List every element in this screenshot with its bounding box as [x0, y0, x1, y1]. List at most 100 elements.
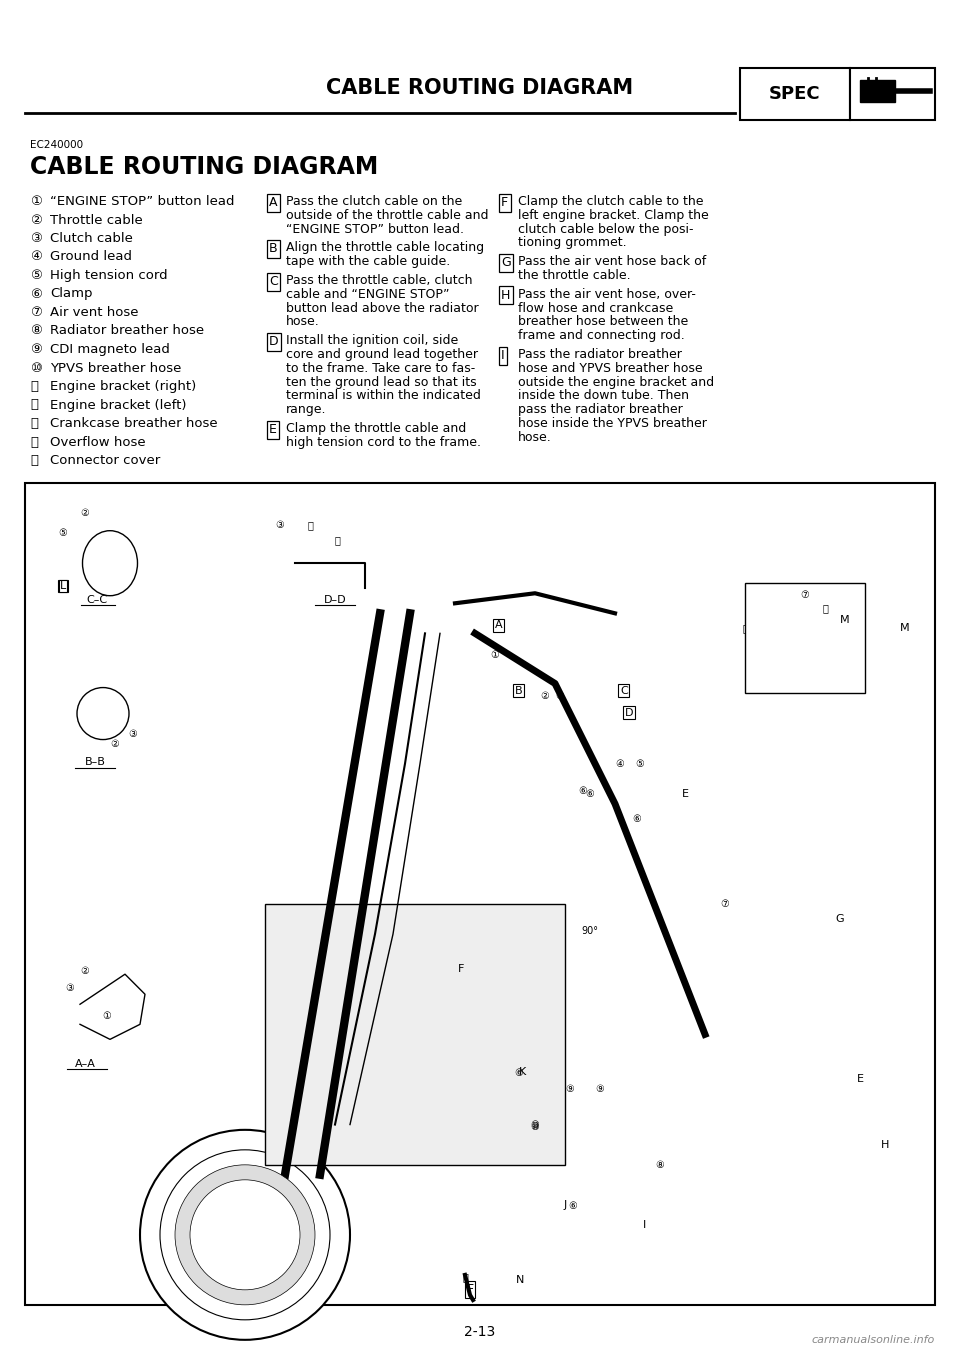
Bar [860, 80, 895, 102]
Text: A: A [495, 621, 503, 630]
Bar [265, 904, 565, 1165]
Text: B: B [515, 686, 522, 695]
Text: Clamp the clutch cable to the: Clamp the clutch cable to the [518, 196, 704, 208]
Text: I: I [501, 349, 505, 363]
Text: ⑭: ⑭ [30, 436, 38, 448]
Text: frame and connecting rod.: frame and connecting rod. [518, 329, 684, 342]
Text: D: D [625, 708, 634, 717]
Text: ⑩: ⑩ [30, 361, 42, 375]
Text: inside the down tube. Then: inside the down tube. Then [518, 390, 689, 402]
Text: K: K [519, 1067, 527, 1077]
Text: ⑥: ⑥ [579, 786, 588, 796]
Bar [850, 68, 935, 120]
Text: ⑭: ⑭ [822, 603, 828, 614]
Ellipse shape [83, 531, 137, 596]
Text: Engine bracket (right): Engine bracket (right) [50, 380, 196, 392]
Text: flow hose and crankcase: flow hose and crankcase [518, 301, 673, 315]
Text: “ENGINE STOP” button lead: “ENGINE STOP” button lead [50, 196, 234, 208]
Text: ⑩: ⑩ [531, 1122, 540, 1131]
Text: C: C [620, 686, 628, 695]
Text: ③: ③ [65, 983, 74, 993]
Text: A–A: A–A [75, 1059, 95, 1069]
Text: hose.: hose. [286, 315, 320, 329]
Text: tape with the cable guide.: tape with the cable guide. [286, 255, 450, 268]
Text: Ground lead: Ground lead [50, 250, 132, 263]
Text: ③: ③ [555, 690, 564, 701]
Text: E: E [269, 422, 276, 436]
Text: ③: ③ [129, 729, 137, 739]
Text: H: H [881, 1139, 889, 1150]
Text: ⑤: ⑤ [30, 269, 42, 282]
Text: Engine bracket (left): Engine bracket (left) [50, 398, 186, 411]
Text: B: B [269, 242, 277, 255]
Text: Radiator breather hose: Radiator breather hose [50, 325, 204, 338]
Text: ⑦: ⑦ [30, 306, 42, 319]
Text: button lead above the radiator: button lead above the radiator [286, 301, 479, 315]
Text: F: F [467, 1283, 473, 1296]
Text: pass the radiator breather: pass the radiator breather [518, 403, 683, 416]
Text: ⑫: ⑫ [334, 535, 340, 545]
Text: ⑤: ⑤ [59, 528, 67, 538]
Text: Pass the clutch cable on the: Pass the clutch cable on the [286, 196, 463, 208]
Text: C: C [269, 276, 277, 288]
Bar [25, 483, 935, 1305]
Text: ⑮: ⑮ [30, 454, 38, 467]
Text: H: H [501, 289, 511, 301]
Text: Clamp the throttle cable and: Clamp the throttle cable and [286, 422, 467, 435]
Text: ⑥: ⑥ [515, 1069, 523, 1078]
Text: F: F [501, 196, 508, 209]
Text: core and ground lead together: core and ground lead together [286, 348, 478, 361]
Bar [745, 583, 865, 693]
Text: the throttle cable.: the throttle cable. [518, 269, 631, 282]
Text: ⑧: ⑧ [30, 325, 42, 338]
Text: D: D [269, 335, 278, 348]
Text: ⑨: ⑨ [595, 1085, 605, 1095]
Text: B–B: B–B [84, 756, 106, 767]
Text: 2-13: 2-13 [465, 1325, 495, 1339]
Text: ⑪: ⑪ [30, 380, 38, 392]
Text: Pass the radiator breather: Pass the radiator breather [518, 348, 682, 361]
Ellipse shape [77, 687, 129, 740]
Text: hose.: hose. [518, 430, 552, 444]
Text: ⑥: ⑥ [633, 813, 641, 824]
Text: clutch cable below the posi-: clutch cable below the posi- [518, 223, 693, 235]
Text: breather hose between the: breather hose between the [518, 315, 688, 329]
Text: carmanualsonline.info: carmanualsonline.info [812, 1335, 935, 1344]
Text: high tension cord to the frame.: high tension cord to the frame. [286, 436, 481, 448]
Text: tioning grommet.: tioning grommet. [518, 236, 627, 250]
Text: Pass the air vent hose, over-: Pass the air vent hose, over- [518, 288, 696, 301]
Text: ①: ① [103, 1012, 111, 1021]
Text: SPEC: SPEC [769, 86, 821, 103]
Text: L: L [60, 581, 66, 591]
Text: Crankcase breather hose: Crankcase breather hose [50, 417, 218, 430]
Text: Throttle cable: Throttle cable [50, 213, 143, 227]
Text: Air vent hose: Air vent hose [50, 306, 138, 319]
Text: E: E [682, 789, 688, 799]
Text: to the frame. Take care to fas-: to the frame. Take care to fas- [286, 361, 475, 375]
Text: YPVS breather hose: YPVS breather hose [50, 361, 181, 375]
Text: ⑪: ⑪ [307, 520, 313, 530]
Text: “ENGINE STOP” button lead.: “ENGINE STOP” button lead. [286, 223, 464, 235]
Text: I: I [643, 1219, 647, 1230]
Text: ⑦: ⑦ [721, 899, 730, 909]
Text: J: J [564, 1199, 566, 1210]
Text: High tension cord: High tension cord [50, 269, 168, 282]
Text: E: E [856, 1074, 863, 1085]
Text: ④: ④ [615, 759, 624, 769]
Text: outside the engine bracket and: outside the engine bracket and [518, 376, 714, 388]
Text: ⑭: ⑭ [767, 599, 773, 608]
Text: Clutch cable: Clutch cable [50, 232, 132, 244]
Text: Align the throttle cable locating: Align the throttle cable locating [286, 242, 484, 254]
Text: Overflow hose: Overflow hose [50, 436, 146, 448]
Text: ⑩: ⑩ [531, 1119, 540, 1130]
Text: CABLE ROUTING DIAGRAM: CABLE ROUTING DIAGRAM [30, 155, 378, 179]
Text: hose inside the YPVS breather: hose inside the YPVS breather [518, 417, 707, 430]
Text: ②: ② [81, 508, 89, 517]
Text: ⑥: ⑥ [586, 789, 594, 799]
Text: Clamp: Clamp [50, 288, 92, 300]
Text: ⑨: ⑨ [565, 1085, 574, 1095]
Text: ⑮: ⑮ [462, 1272, 468, 1282]
Text: Install the ignition coil, side: Install the ignition coil, side [286, 334, 458, 348]
Text: ⑦: ⑦ [801, 591, 809, 600]
Wedge shape [175, 1165, 315, 1305]
